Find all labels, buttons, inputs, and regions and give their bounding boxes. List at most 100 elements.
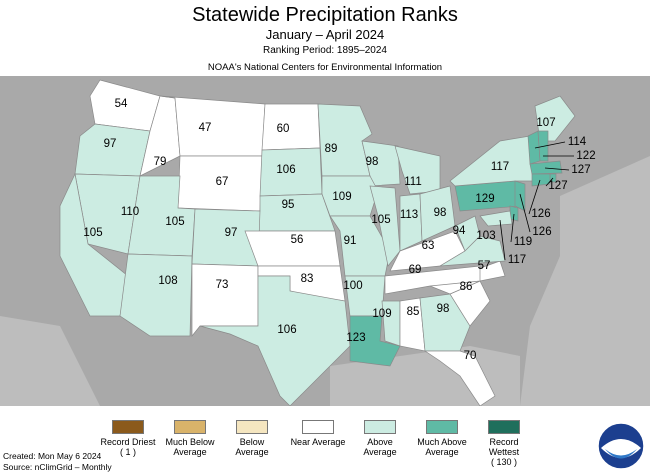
rank-label-ma: 127: [571, 164, 590, 176]
rank-label-id: 79: [154, 156, 167, 168]
rank-label-la: 123: [346, 332, 365, 344]
rank-label-ct: 126: [531, 208, 550, 220]
rank-label-wy: 67: [216, 176, 229, 188]
rank-label-sd: 106: [276, 164, 295, 176]
rank-label-nc: 57: [478, 260, 491, 272]
rank-label-in: 113: [400, 209, 418, 221]
legend-label: Record Wettest: [488, 437, 520, 457]
map-title: Statewide Precipitation Ranks: [192, 4, 458, 26]
rank-label-ar: 100: [343, 280, 362, 292]
state-mn: [317, 103, 373, 177]
rank-label-or: 97: [104, 138, 117, 150]
rank-label-ia: 109: [332, 191, 351, 203]
rank-label-wi: 98: [366, 156, 379, 168]
rank-label-pa: 129: [475, 193, 494, 205]
rank-label-ca: 105: [83, 227, 102, 239]
rank-label-ny: 117: [491, 161, 509, 173]
rank-label-nj: 126: [532, 226, 551, 238]
rank-label-mo: 91: [344, 235, 357, 247]
legend-sublabel: ( 130 ): [490, 457, 517, 467]
rank-label-ga: 98: [437, 303, 450, 315]
legend-item: Above Average: [352, 420, 408, 457]
rank-label-ks: 56: [291, 234, 304, 246]
rank-label-vt: 114: [568, 136, 587, 148]
legend-item: Below Average: [224, 420, 280, 457]
state-wi: [361, 140, 401, 187]
leader-line-nj: [519, 193, 531, 233]
legend-item: Much Above Average: [414, 420, 470, 457]
rank-label-ri: 127: [548, 180, 567, 192]
created-date: Created: Mon May 6 2024: [3, 451, 102, 461]
map-panel: 54 97 79 47 67 60 106 95 89 98 109 111 110 105 97 105 10…: [0, 76, 650, 406]
legend-item: Record Driest( 1 ): [100, 420, 156, 457]
rank-label-nm: 73: [216, 279, 229, 291]
source-org: NOAA's National Centers for Environmenta…: [207, 62, 443, 73]
legend-item: Near Average: [290, 420, 346, 447]
state-ct: [531, 173, 551, 187]
state-ca: [59, 172, 129, 317]
rank-label-ms: 109: [372, 308, 391, 320]
rank-label-nv: 110: [121, 206, 139, 218]
legend-swatch: [174, 420, 206, 434]
pacific-water: [0, 316, 100, 406]
rank-label-il: 105: [371, 214, 390, 226]
atlantic-water: [520, 156, 650, 406]
legend-label: Much Below Average: [165, 437, 215, 457]
state-tx: [199, 275, 351, 406]
state-va: [439, 235, 506, 267]
state-fl: [423, 350, 496, 406]
legend-label: Near Average: [290, 437, 346, 447]
rank-label-oh: 98: [434, 207, 447, 219]
rank-label-va: 103: [476, 230, 495, 242]
leader-line-ri: [545, 177, 554, 187]
legend-swatch: [302, 420, 334, 434]
legend-label: Much Above Average: [417, 437, 467, 457]
leader-line-vt: [534, 141, 566, 149]
rank-label-ne: 95: [282, 199, 295, 211]
state-az: [119, 253, 193, 337]
noaa-logo-icon: [597, 422, 645, 470]
legend-swatch: [112, 420, 144, 434]
rank-label-ky: 63: [422, 240, 435, 252]
legend-label: Below Average: [235, 437, 269, 457]
us-precipitation-map: 54 97 79 47 67 60 106 95 89 98 109 111 110 105 97 105 10…: [0, 76, 650, 406]
legend-swatch: [426, 420, 458, 434]
rank-label-de: 119: [514, 236, 532, 248]
state-md: [479, 210, 513, 227]
state-tn: [384, 265, 481, 295]
legend-sublabel: ( 1 ): [119, 447, 136, 457]
leader-line-md: [499, 219, 506, 261]
state-nd: [261, 103, 321, 151]
state-il: [369, 185, 401, 267]
legend-swatch: [488, 420, 520, 434]
rank-label-al: 85: [407, 306, 420, 318]
map-subtitle: January – April 2024: [265, 27, 385, 42]
rank-label-mt: 47: [199, 122, 212, 134]
rank-label-co: 97: [225, 227, 238, 239]
legend-label: Record Driest: [100, 437, 156, 447]
state-ma: [529, 160, 563, 175]
rank-label-az: 108: [158, 275, 177, 287]
state-in: [399, 193, 423, 252]
legend-item: Record Wettest( 130 ): [476, 420, 532, 467]
rank-label-nh: 122: [576, 150, 595, 162]
rank-label-mn: 89: [325, 143, 338, 155]
leader-line-de: [510, 213, 515, 243]
rank-label-wv: 94: [453, 225, 466, 237]
legend-label: Above Average: [363, 437, 397, 457]
rank-label-md: 117: [508, 254, 526, 266]
rank-label-nd: 60: [277, 123, 290, 135]
state-ga: [419, 293, 471, 352]
legend-swatch: [236, 420, 268, 434]
data-source: Source: nClimGrid – Monthly: [3, 462, 112, 472]
rank-label-sc: 86: [460, 281, 473, 293]
rank-label-tn: 69: [409, 264, 422, 276]
states-layer: [59, 79, 576, 406]
ranking-period: Ranking Period: 1895–2024: [263, 45, 387, 56]
leader-line-ct: [528, 179, 541, 215]
leader-line-ma: [544, 167, 570, 171]
rank-label-ok: 83: [301, 273, 314, 285]
rank-label-fl: 70: [464, 350, 477, 362]
state-nm: [191, 263, 259, 337]
rank-label-tx: 106: [277, 324, 296, 336]
